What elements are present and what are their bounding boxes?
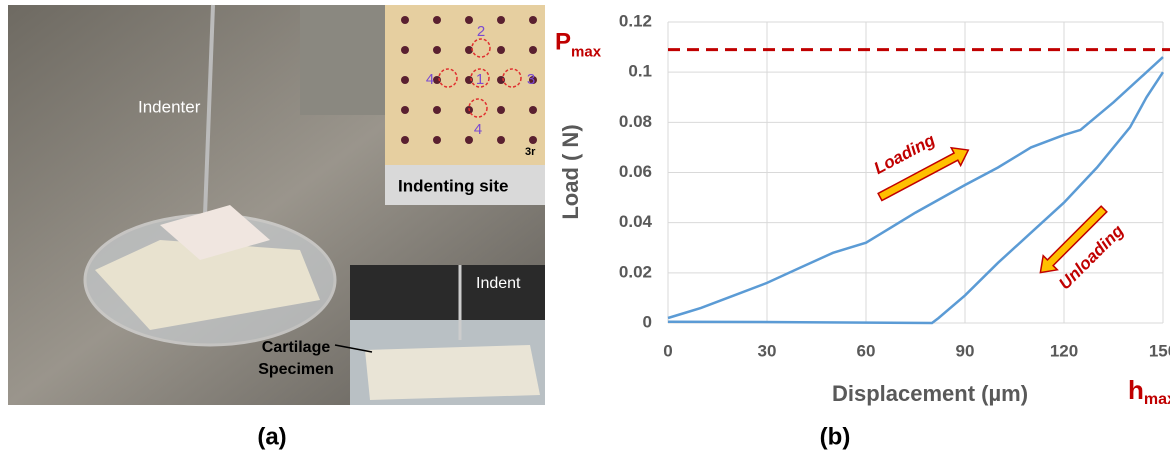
site-number: 4 [474, 121, 482, 138]
site-dot [401, 16, 409, 24]
data-line [668, 57, 1163, 318]
site-number: 1 [476, 71, 484, 88]
site-dot [465, 16, 473, 24]
hmax-label-sub: max [1144, 391, 1170, 408]
panel-label: (b) [820, 423, 851, 450]
y-tick-label: 0.08 [619, 112, 652, 131]
site-dot [529, 46, 537, 54]
chart: 0 0.02 0.04 0.06 0.08 0.1 0.12 0 30 60 90 120 150 Dis… [555, 11, 1170, 408]
y-tick-label: 0.06 [619, 162, 652, 181]
inset-caption: Indenting site [398, 176, 509, 195]
data-line [668, 72, 1163, 323]
site-dot [529, 106, 537, 114]
pmax-label-sub: max [571, 44, 602, 61]
site-number: 2 [477, 23, 485, 40]
y-tick-label: 0.12 [619, 11, 652, 30]
x-tick-label: 150 [1149, 341, 1170, 360]
site-dot [401, 76, 409, 84]
hmax-label-main: h [1128, 375, 1144, 405]
x-tick-label: 0 [663, 341, 672, 360]
x-tick-label: 90 [956, 341, 975, 360]
x-tick-label: 120 [1050, 341, 1078, 360]
photo: Indenter 2 4 1 3 4 3r Indenting site Ind… [8, 5, 545, 405]
site-dot [497, 16, 505, 24]
site-number: 4 [426, 71, 434, 88]
pmax-label-main: P [555, 29, 571, 56]
site-dot [497, 136, 505, 144]
site-number: 3 [527, 71, 535, 88]
indenter-label: Indenter [138, 97, 201, 116]
scale-label: 3r [525, 146, 536, 158]
site-dot [497, 46, 505, 54]
site-dot [433, 106, 441, 114]
inset-indenter-label: Indent [476, 275, 521, 292]
annotation: Unloading [1055, 221, 1128, 294]
hmax-label: hmax [1128, 375, 1170, 408]
figure: Indenter 2 4 1 3 4 3r Indenting site Ind… [0, 0, 1170, 458]
site-dot [433, 136, 441, 144]
site-dot [401, 106, 409, 114]
site-dot [433, 46, 441, 54]
y-tick-label: 0.04 [619, 212, 653, 231]
x-tick-label: 30 [758, 341, 777, 360]
x-axis-label: Displacement (µm) [832, 381, 1028, 406]
site-dot [465, 136, 473, 144]
site-dot [401, 46, 409, 54]
y-tick-label: 0 [643, 312, 652, 331]
x-tick-label: 60 [857, 341, 876, 360]
site-dot [529, 16, 537, 24]
site-dot [529, 136, 537, 144]
site-dot [497, 106, 505, 114]
site-dot [433, 16, 441, 24]
site-dot [401, 136, 409, 144]
y-tick-label: 0.1 [628, 62, 652, 81]
panel-label: (a) [257, 423, 286, 450]
y-axis-label: Load ( N) [558, 124, 583, 219]
pmax-label: Pmax [555, 29, 602, 61]
y-tick-label: 0.02 [619, 262, 652, 281]
